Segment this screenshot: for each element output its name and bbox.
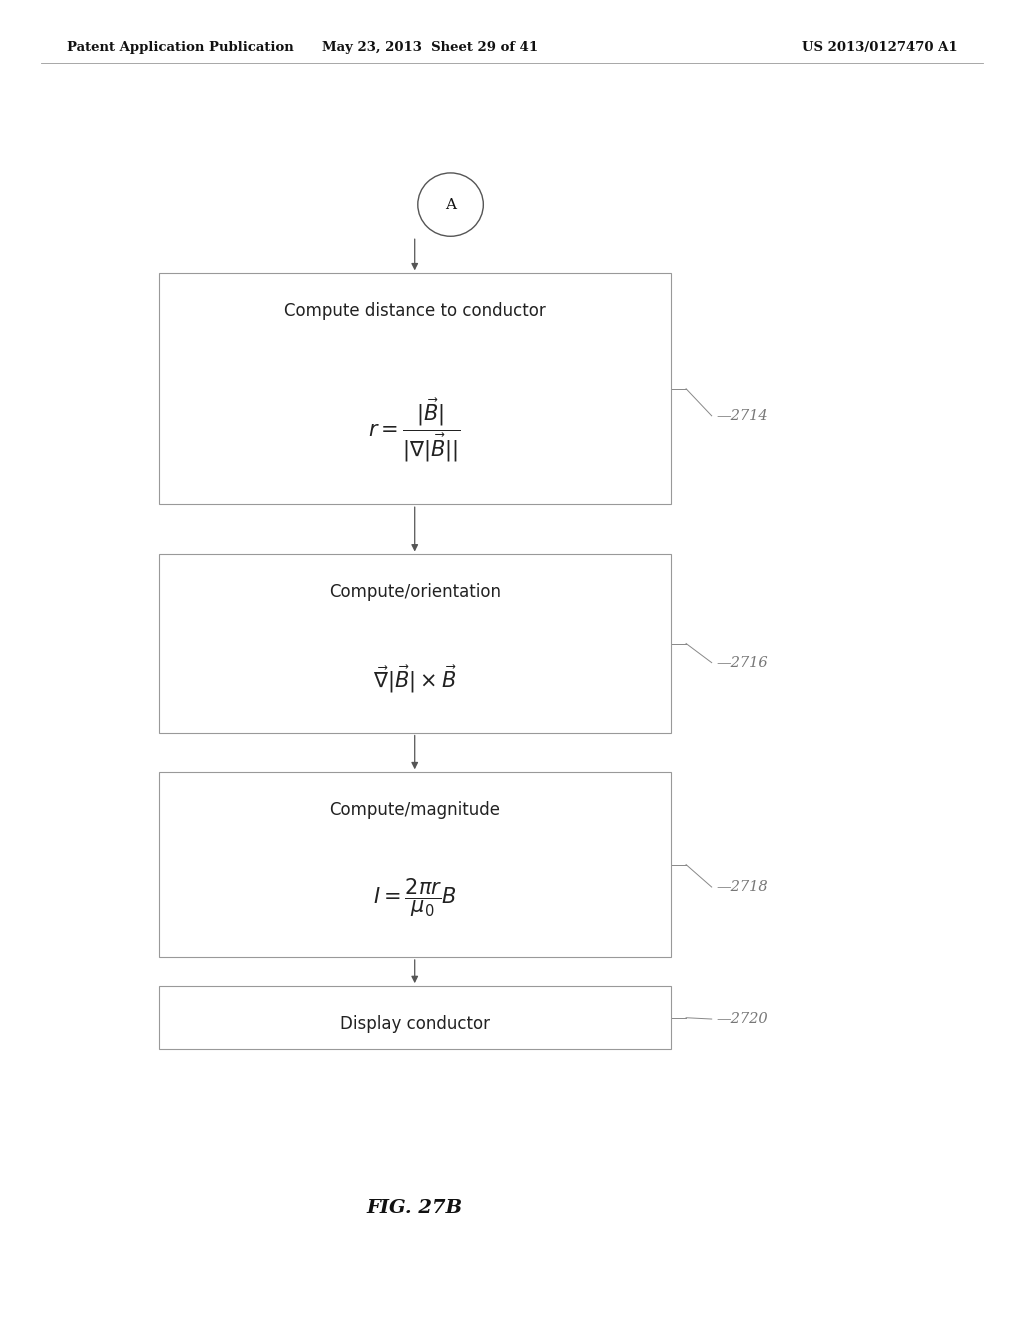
Text: —2718: —2718 (717, 880, 768, 894)
Text: $r = \dfrac{|\vec{B}|}{|\nabla|\vec{B}||}$: $r = \dfrac{|\vec{B}|}{|\nabla|\vec{B}||… (369, 397, 461, 463)
Bar (159, 986, 671, 1049)
Text: FIG. 27B: FIG. 27B (367, 1199, 463, 1217)
Text: May 23, 2013  Sheet 29 of 41: May 23, 2013 Sheet 29 of 41 (322, 41, 539, 54)
Text: Compute/magnitude: Compute/magnitude (330, 801, 500, 820)
Text: Patent Application Publication: Patent Application Publication (67, 41, 293, 54)
Bar (159, 273, 671, 504)
Bar (159, 772, 671, 957)
Text: A: A (445, 198, 456, 211)
Text: $I = \dfrac{2\pi r}{\mu_0} B$: $I = \dfrac{2\pi r}{\mu_0} B$ (373, 876, 457, 919)
Text: US 2013/0127470 A1: US 2013/0127470 A1 (802, 41, 957, 54)
Text: Compute distance to conductor: Compute distance to conductor (284, 302, 546, 321)
Text: Compute/orientation: Compute/orientation (329, 583, 501, 602)
Text: —2720: —2720 (717, 1012, 768, 1026)
Text: —2716: —2716 (717, 656, 768, 669)
Bar (159, 554, 671, 733)
Text: —2714: —2714 (717, 409, 768, 422)
Text: $\vec{\nabla}|\vec{B}|\times\vec{B}$: $\vec{\nabla}|\vec{B}|\times\vec{B}$ (373, 663, 457, 696)
Text: Display conductor: Display conductor (340, 1015, 489, 1034)
